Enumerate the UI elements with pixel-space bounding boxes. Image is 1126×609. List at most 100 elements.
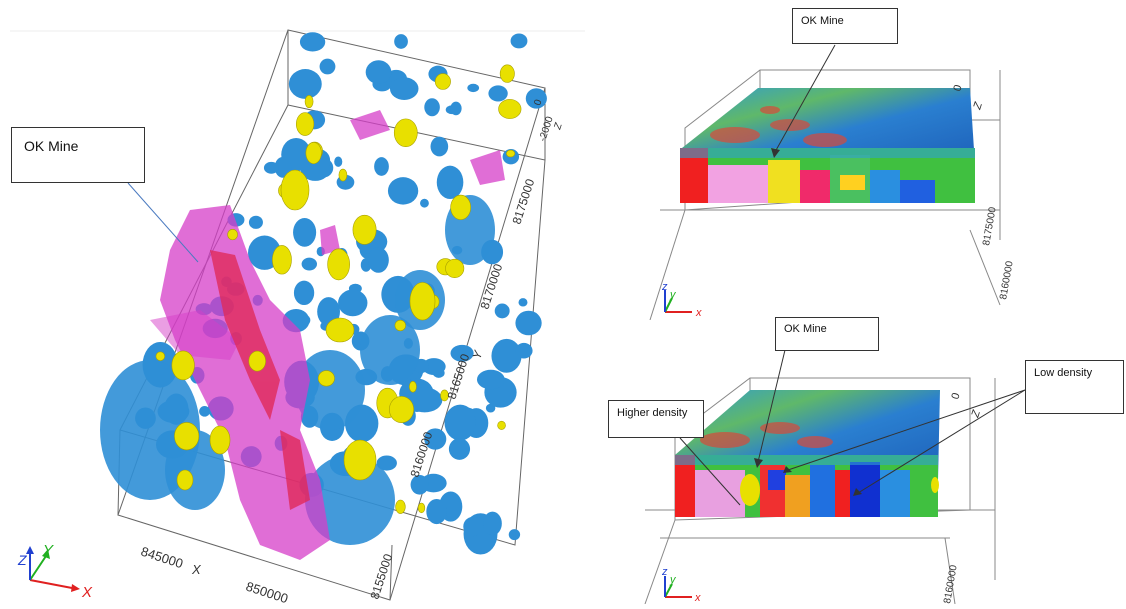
z-tick: 0 (951, 83, 964, 93)
yellow-blob (155, 351, 165, 361)
yellow-blob (171, 350, 195, 381)
right-top-3d-view: 0 Z 8175000 8160000 x y z OK Mine (640, 0, 1126, 321)
yellow-blob (295, 112, 315, 136)
y-axis-label: Y (470, 348, 486, 361)
yellow-blob (343, 439, 377, 481)
blue-voxel-blob (387, 177, 419, 205)
blue-voxel-blob (334, 156, 343, 167)
blue-voxel-blob (293, 280, 315, 306)
blue-voxel-blob (376, 455, 397, 471)
yellow-blob (450, 194, 472, 221)
triad-z-label: z (661, 281, 668, 293)
blue-voxel-blob (510, 33, 528, 49)
blue-voxel-blob (301, 257, 318, 271)
callout-text: OK Mine (24, 138, 79, 154)
blue-voxel-blob (491, 338, 522, 373)
blue-voxel-blob (450, 101, 462, 116)
z-axis-label: Z (971, 100, 985, 112)
right-bottom-3d-view: 0 Z 8160000 x y z OK Mine Higher density… (600, 310, 1126, 605)
blue-voxel-blob (338, 289, 368, 317)
higher-density-callout: Higher density (608, 400, 704, 438)
callout-text: Higher density (617, 407, 688, 419)
yellow-blob (304, 95, 314, 109)
blue-voxel-blob (467, 83, 480, 93)
blue-voxel-blob (488, 85, 508, 102)
blue-voxel-blob (485, 403, 496, 413)
yellow-blob (409, 282, 436, 321)
callout-leaders (679, 349, 1026, 506)
x-tick: 850000 (244, 579, 290, 604)
ok-mine-callout-bottom: OK Mine (775, 317, 879, 351)
yellow-blob (305, 142, 322, 165)
density-front-section (675, 455, 939, 517)
blue-voxel-blob (518, 298, 528, 307)
z-axis-label: Z (969, 408, 983, 420)
triad-z-label: Z (17, 552, 27, 568)
yellow-blob (417, 502, 426, 514)
blue-voxel-blob (199, 406, 211, 417)
blue-voxel-bodies (100, 32, 547, 555)
blue-voxel-blob (463, 516, 483, 537)
yellow-blob (327, 248, 350, 281)
triad-x-label: x (695, 307, 702, 319)
z-tick: 0 (532, 98, 544, 107)
yellow-blob (395, 499, 406, 514)
yellow-blob (445, 258, 465, 278)
yellow-blob (498, 99, 522, 119)
blue-voxel-blob (299, 32, 326, 52)
blue-voxel-blob (410, 474, 429, 495)
blue-voxel-blob (444, 404, 476, 441)
blue-voxel-blob (494, 303, 510, 319)
density-top-surface (682, 88, 975, 165)
callout-text: OK Mine (801, 15, 844, 27)
blue-voxel-blob (248, 215, 263, 229)
blue-voxel-blob (515, 310, 542, 336)
blue-voxel-blob (424, 98, 440, 117)
yellow-isosurface (155, 64, 522, 514)
yellow-blob (176, 469, 194, 491)
yellow-blob (317, 370, 335, 387)
blue-voxel-blob (293, 217, 317, 247)
yellow-blob (325, 317, 355, 343)
left-voxel-plot: 845000 850000 X 8155000 8160000 8165000 … (10, 29, 585, 607)
right-top-plot: 0 Z 8175000 8160000 x y z (649, 44, 1016, 321)
y-tick: 8170000 (478, 262, 506, 311)
blue-voxel-blob (426, 498, 447, 525)
blue-voxel-mass (165, 430, 225, 510)
callout-arrowheads (754, 458, 862, 496)
triad-x-label: x (694, 592, 701, 604)
yellow-blob (408, 381, 417, 393)
red-core (210, 250, 310, 510)
triad-y-label: y (669, 574, 677, 586)
y-tick: 8165000 (445, 352, 473, 401)
axis-triad: x y z (661, 281, 702, 319)
yellow-blob (394, 319, 406, 332)
blue-voxel-blob (420, 198, 429, 208)
blue-voxel-blob (424, 428, 447, 450)
right-bottom-plot: 0 Z 8160000 x y z (644, 349, 1026, 605)
yellow-blob (352, 214, 377, 245)
ok-mine-callout-top: OK Mine (792, 8, 898, 44)
blue-voxel-blob (483, 511, 502, 536)
yellow-blob (248, 350, 266, 372)
blue-voxel-blob (515, 342, 533, 359)
yellow-blob (506, 149, 516, 158)
blue-voxel-mass (360, 315, 420, 385)
yellow-blob (209, 425, 231, 455)
triad-z-label: z (661, 566, 668, 578)
axis-triad: X Y Z (17, 542, 93, 601)
triad-x-label: X (81, 584, 93, 601)
yellow-blob (272, 245, 292, 275)
x-axis-ticks: 845000 850000 X (139, 544, 290, 607)
yellow-blob (227, 228, 238, 241)
top-surface-red-patches (700, 422, 833, 448)
z-tick: -2000 (537, 115, 556, 143)
y-tick: 8160000 (408, 430, 436, 479)
density-front-section (680, 148, 975, 203)
y-tick: 8160000 (942, 564, 960, 604)
blue-voxel-blob (476, 369, 505, 390)
yellow-blob (434, 73, 451, 90)
yellow-blob (393, 118, 418, 148)
blue-voxel-blob (525, 88, 547, 109)
z-axis-label: Z (552, 121, 565, 132)
